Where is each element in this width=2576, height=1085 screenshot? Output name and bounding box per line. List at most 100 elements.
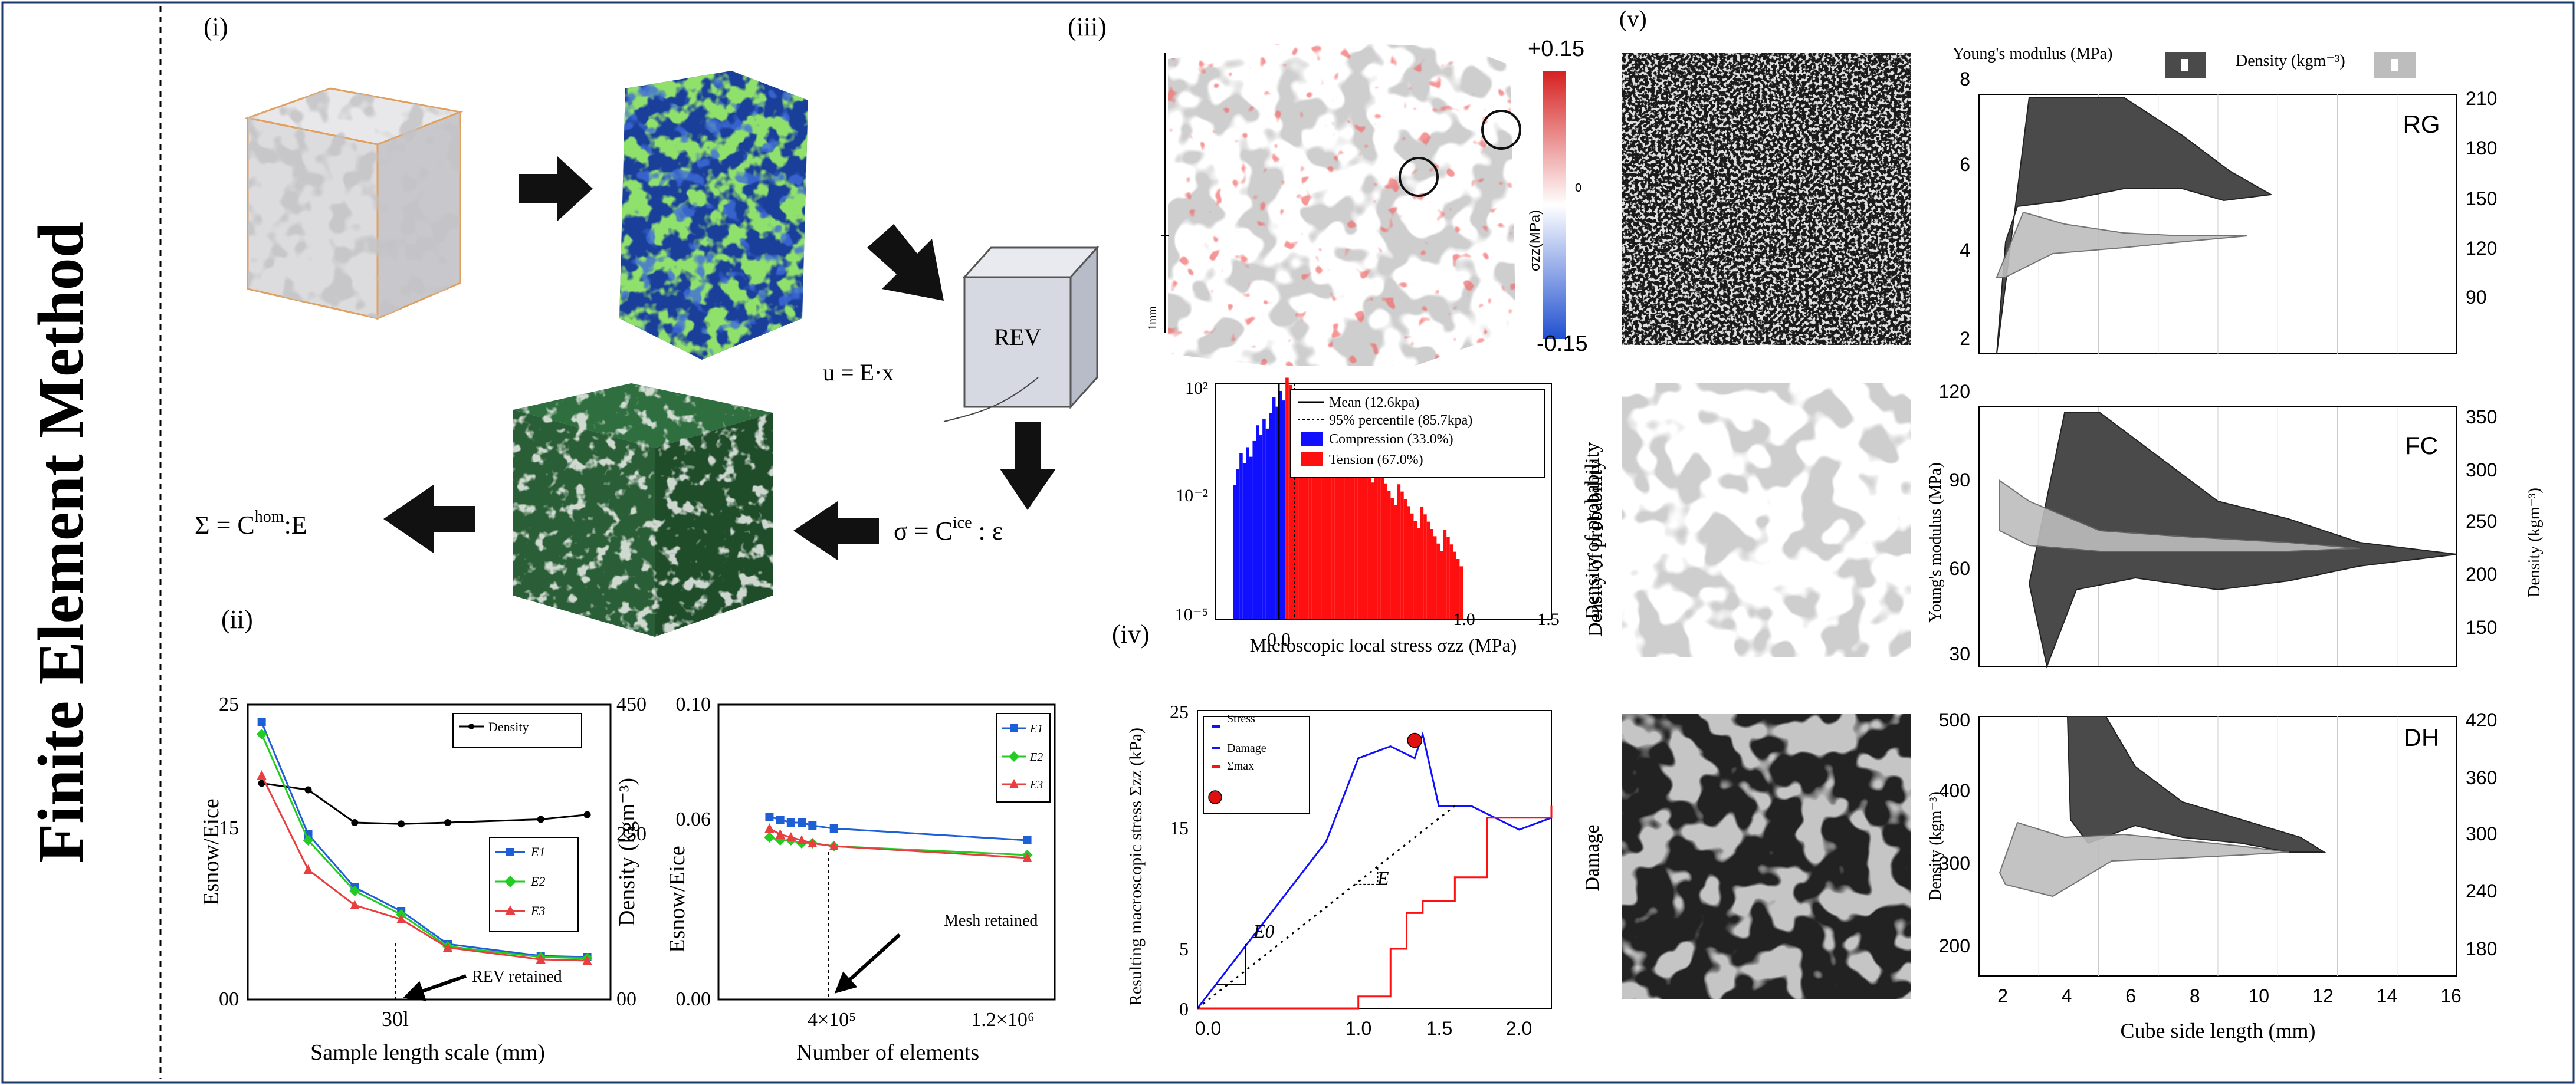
- y-tick-label: 10²: [1185, 379, 1208, 398]
- histogram-bar: [1331, 423, 1335, 619]
- panel-label-i: (i): [204, 12, 228, 41]
- chart-fc: FC 120 90 60 30 350 300 250 200 150 Youn…: [1927, 381, 2544, 669]
- data-point: [443, 942, 453, 952]
- histogram-bar: [1308, 400, 1312, 619]
- histogram-bar: [1249, 456, 1253, 619]
- legend-box-e: [489, 837, 579, 932]
- data-point: [396, 914, 406, 923]
- y-tick-label: 10⁻⁵: [1175, 605, 1208, 624]
- x-tick-label: 4: [2062, 985, 2072, 1007]
- rev-cube: [943, 245, 1100, 422]
- histogram-bar: [1361, 461, 1364, 619]
- y-tick-label: 0.06: [676, 808, 711, 830]
- y-tick-label: 400: [1939, 780, 1970, 801]
- chart-title-rg: RG: [2403, 110, 2440, 138]
- x-tick-label: 8: [2190, 985, 2200, 1007]
- x-tick-label: 2.0: [1506, 1018, 1532, 1039]
- x-tick-label: 1.5: [1537, 610, 1560, 629]
- histogram-bar: [1269, 413, 1272, 619]
- header-density: Density (kgm⁻³): [2236, 52, 2345, 70]
- arrow-down-icon: [1000, 422, 1056, 510]
- histogram-bar: [1377, 468, 1381, 619]
- y2-tick-label: 250: [616, 823, 647, 845]
- histogram-bar: [1351, 438, 1355, 619]
- main-title: Finite Element Method: [25, 222, 97, 863]
- histogram-bar: [1302, 414, 1305, 619]
- data-point: [303, 835, 314, 846]
- legend-p95: 95% percentile (85.7kpa): [1329, 413, 1472, 428]
- histogram-bar: [1344, 452, 1348, 619]
- data-point: [776, 816, 785, 824]
- y-axis-label: Density (kgm⁻³): [1927, 791, 1945, 901]
- scale-bar-label: 1mm: [1146, 305, 1159, 330]
- histogram-bar: [1334, 430, 1338, 619]
- y2-tick-label: 300: [2466, 823, 2497, 844]
- histogram-bar: [1367, 475, 1371, 619]
- y2-tick-label: 180: [2466, 938, 2497, 959]
- y-axis-label: Density of probability: [1584, 460, 1606, 637]
- histogram-bar: [1417, 528, 1420, 619]
- histogram-bar: [1443, 530, 1447, 619]
- legend-box-histogram: [1290, 389, 1545, 478]
- chart-title-fc: FC: [2405, 432, 2438, 459]
- histogram-bar: [1272, 397, 1276, 619]
- arrow-right-icon: [519, 156, 593, 221]
- y-tick-label: 90: [1949, 469, 1970, 491]
- legend-e3: E3: [1029, 778, 1043, 791]
- colorbar-label: σzz(MPa): [1527, 210, 1543, 271]
- x-tick-label: 1.0: [1346, 1018, 1371, 1039]
- colorbar-max: +0.15: [1528, 37, 1584, 61]
- x-tick-label: 4×10⁵: [808, 1009, 856, 1031]
- data-point: [1022, 853, 1032, 862]
- arrow-left-icon: [793, 501, 879, 560]
- histogram-bar: [1325, 436, 1328, 619]
- y-tick-label: 8: [1960, 68, 1970, 90]
- histogram-bar: [1400, 491, 1404, 619]
- data-point: [349, 886, 360, 896]
- x-tick-label: 12: [2312, 985, 2334, 1007]
- y-tick-label: 25: [1170, 701, 1189, 722]
- data-point: [808, 838, 818, 847]
- series-line-e2: [769, 836, 1028, 856]
- y2-tick-label: 00: [616, 988, 636, 1010]
- data-point: [829, 824, 838, 833]
- data-point: [786, 832, 796, 841]
- y2-tick-label: 150: [2466, 188, 2497, 209]
- y-axis-label: Young's modulus (MPa): [1927, 462, 1945, 622]
- y-tick-label: 15: [219, 817, 239, 839]
- density-band: [1996, 211, 2248, 278]
- plot-frame: [717, 703, 1056, 1001]
- equation-displacement: u = E·x: [823, 359, 894, 386]
- data-point: [764, 823, 775, 833]
- histogram-bar: [1256, 425, 1259, 619]
- data-point: [398, 820, 405, 828]
- x-tick-label: 1.2×10⁶: [971, 1009, 1035, 1031]
- y2-tick-label: 350: [2466, 406, 2497, 428]
- histogram-bar: [1239, 453, 1243, 619]
- legend-e2: E2: [1029, 751, 1043, 764]
- x-tick-label: 1.5: [1426, 1018, 1452, 1039]
- histogram-bar: [1315, 415, 1318, 619]
- chart-dh: DH 500 400 300 200 420 360 300 240 180 D…: [1927, 709, 2497, 1043]
- y2-axis-label: Density (kgm⁻³): [615, 778, 639, 926]
- histogram-bar: [1242, 463, 1246, 619]
- x-tick-label: 14: [2377, 985, 2398, 1007]
- chart-mesh-convergence: 0.10 0.06 0.00 4×10⁵ 1.2×10⁶ Number of e…: [615, 693, 1056, 1065]
- chart-rev-size: 25 15 00 450 250 00 30l Sample length sc…: [199, 693, 647, 1065]
- panel-label-iii: (iii): [1068, 12, 1107, 41]
- legend-tension: Tension (67.0%): [1329, 452, 1423, 468]
- histogram-bar: [1374, 461, 1378, 619]
- series-line-e1: [769, 816, 1028, 841]
- y2-tick-label: 300: [2466, 459, 2497, 481]
- density-band: [1999, 821, 2289, 897]
- series-line-stress: [1196, 731, 1552, 1009]
- stress-field-image: [1161, 41, 1521, 366]
- histogram-bar: [1295, 399, 1299, 619]
- histogram-bar: [1311, 407, 1315, 619]
- y-axis-label: Esnow/Eice: [665, 846, 690, 953]
- data-point: [797, 835, 807, 844]
- arrow-diagonal-icon: [867, 224, 944, 301]
- histogram-bar: [1292, 392, 1295, 619]
- y2-tick-label: 420: [2466, 709, 2497, 731]
